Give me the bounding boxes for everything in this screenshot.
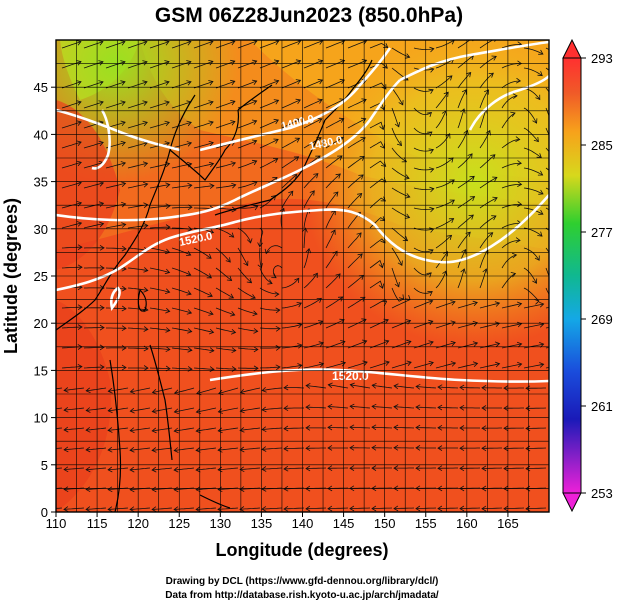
gridlines bbox=[56, 40, 549, 512]
x-axis-label: Longitude (degrees) bbox=[215, 540, 388, 560]
y-tick-label: 5 bbox=[41, 458, 48, 473]
streamline-arrow bbox=[42, 447, 46, 452]
streamline-arrow bbox=[552, 261, 557, 266]
streamline-arrow bbox=[555, 158, 560, 163]
contour-label: 1520.0 bbox=[332, 369, 369, 383]
y-tick-label: 25 bbox=[34, 269, 48, 284]
colorbar-tick-label: 293 bbox=[591, 51, 613, 66]
y-tick-label: 40 bbox=[34, 127, 48, 142]
y-axis-label: Latitude (degrees) bbox=[1, 198, 21, 354]
chart-title: GSM 06Z28Jun2023 (850.0hPa) bbox=[155, 4, 463, 27]
streamline-arrow bbox=[42, 487, 46, 492]
x-tick-label: 125 bbox=[168, 516, 190, 531]
streamline-arrow bbox=[553, 299, 557, 304]
y-tick-label: 45 bbox=[34, 80, 48, 95]
streamline-arrow bbox=[558, 194, 563, 198]
colorbar-tick-label: 253 bbox=[591, 486, 613, 501]
streamline bbox=[526, 448, 546, 449]
y-tick-label: 15 bbox=[34, 363, 48, 378]
streamline-arrow bbox=[42, 387, 46, 392]
colorbar-tick-label: 277 bbox=[591, 225, 613, 240]
streamline-arrow bbox=[549, 122, 554, 127]
colorbar: 293 285 277 269 261 253 bbox=[563, 40, 613, 511]
x-tick-label: 130 bbox=[209, 516, 231, 531]
x-tick-label: 140 bbox=[292, 516, 314, 531]
streamline bbox=[504, 468, 524, 469]
colorbar-tick-label: 261 bbox=[591, 399, 613, 414]
y-tick-label: 20 bbox=[34, 316, 48, 331]
x-tick-label: 150 bbox=[374, 516, 396, 531]
y-tick-label: 30 bbox=[34, 222, 48, 237]
x-tick-label: 155 bbox=[415, 516, 437, 531]
streamline-arrow bbox=[42, 427, 46, 432]
y-tick-label: 0 bbox=[41, 505, 48, 520]
credit-drawing: Drawing by DCL (https://www.gfd-dennou.o… bbox=[166, 576, 439, 587]
x-tick-label: 115 bbox=[87, 516, 108, 531]
colorbar-tick-label: 285 bbox=[591, 138, 613, 153]
x-tick-label: 160 bbox=[456, 516, 478, 531]
streamline-arrow bbox=[551, 141, 555, 146]
x-tick-label: 145 bbox=[333, 516, 355, 531]
streamline bbox=[106, 368, 126, 369]
x-tick-label: 135 bbox=[251, 516, 273, 531]
streamline-arrow bbox=[558, 55, 563, 60]
y-axis: 0 5 10 15 20 25 30 35 40 45 bbox=[34, 80, 56, 520]
streamline-arrow bbox=[552, 101, 557, 106]
y-tick-label: 35 bbox=[34, 175, 48, 190]
x-tick-label: 120 bbox=[127, 516, 149, 531]
streamline-arrow bbox=[556, 237, 560, 242]
credit-data: Data from http://database.rish.kyoto-u.a… bbox=[165, 590, 439, 601]
y-tick-label: 10 bbox=[34, 411, 48, 426]
colorbar-tick-label: 269 bbox=[591, 312, 613, 327]
x-tick-label: 165 bbox=[497, 516, 519, 531]
x-tick-label: 110 bbox=[46, 516, 67, 531]
streamline bbox=[504, 448, 524, 449]
streamline-arrow bbox=[558, 215, 563, 220]
streamline-arrow bbox=[557, 176, 562, 180]
streamline-arrow bbox=[556, 77, 561, 82]
x-axis: 110 115 120 125 130 135 140 145 150 155 160 165 bbox=[46, 512, 519, 531]
streamline bbox=[526, 428, 546, 429]
streamline bbox=[482, 468, 502, 469]
